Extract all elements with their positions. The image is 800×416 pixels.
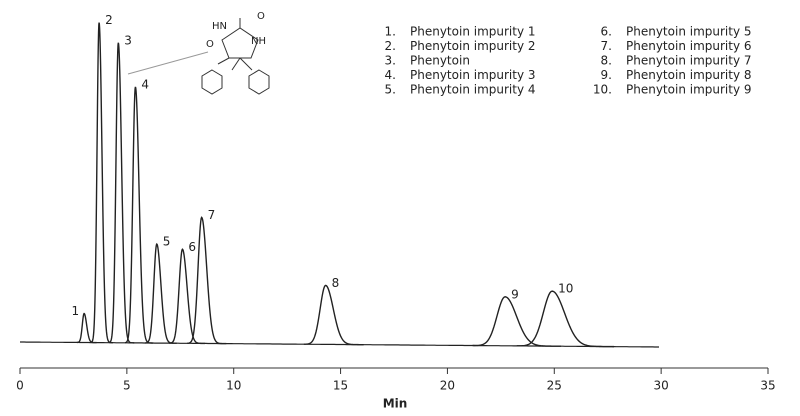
peak-label: 3 xyxy=(124,33,132,47)
peak xyxy=(76,312,97,344)
baseline xyxy=(20,341,659,348)
bond xyxy=(231,57,241,71)
peak-label: 6 xyxy=(188,240,196,254)
legend-name: Phenytoin impurity 7 xyxy=(626,54,752,68)
peak-label: 10 xyxy=(558,282,573,296)
peak-label: 4 xyxy=(141,77,149,91)
peak-label: 9 xyxy=(511,287,519,301)
structure xyxy=(127,18,270,95)
peak xyxy=(187,216,227,345)
legend-name: Phenytoin impurity 5 xyxy=(626,25,752,39)
legend-name: Phenytoin xyxy=(410,54,470,68)
leader-line xyxy=(127,51,209,75)
ring xyxy=(221,27,259,59)
peak xyxy=(303,284,364,346)
bond xyxy=(239,57,253,71)
x-tick-label: 25 xyxy=(547,379,562,393)
peak xyxy=(124,86,154,344)
atom-label: O xyxy=(257,11,265,22)
legend-name: Phenytoin impurity 9 xyxy=(626,83,752,97)
legend-name: Phenytoin impurity 2 xyxy=(410,39,536,53)
peak-label: 2 xyxy=(105,13,113,27)
legend-number: 7. xyxy=(601,39,612,53)
x-tick-label: 10 xyxy=(226,379,241,393)
legend-number: 5. xyxy=(385,83,396,97)
peak xyxy=(90,22,114,344)
peak-label: 5 xyxy=(163,235,171,249)
peak xyxy=(516,290,615,348)
peak xyxy=(472,296,562,347)
x-tick-label: 20 xyxy=(440,379,455,393)
legend-name: Phenytoin impurity 1 xyxy=(410,25,536,39)
peak xyxy=(145,242,177,344)
x-tick-label: 0 xyxy=(16,379,24,393)
legend-number: 4. xyxy=(385,68,396,82)
legend-number: 1. xyxy=(385,25,396,39)
legend-number: 9. xyxy=(601,68,612,82)
x-tick-label: 15 xyxy=(333,379,348,393)
peak xyxy=(108,42,135,344)
peak-label: 1 xyxy=(71,304,79,318)
peak-label: 8 xyxy=(332,276,340,290)
legend-number: 8. xyxy=(601,54,612,68)
legend-name: Phenytoin impurity 6 xyxy=(626,39,752,53)
atom-label: O xyxy=(206,39,214,50)
x-tick-label: 30 xyxy=(654,379,669,393)
legend-number: 2. xyxy=(385,39,396,53)
legend-name: Phenytoin impurity 8 xyxy=(626,68,752,82)
phenyl xyxy=(248,69,270,95)
legend-number: 10. xyxy=(593,83,612,97)
legend-name: Phenytoin impurity 4 xyxy=(410,83,536,97)
peak-label: 7 xyxy=(208,208,216,222)
atom-label: NH xyxy=(251,36,266,47)
x-tick-label: 35 xyxy=(760,379,775,393)
legend-number: 6. xyxy=(601,25,612,39)
x-tick-label: 5 xyxy=(123,379,131,393)
x-axis-label: Min xyxy=(383,397,408,411)
peak xyxy=(169,248,206,345)
legend-name: Phenytoin impurity 3 xyxy=(410,68,536,82)
bond xyxy=(217,57,230,65)
legend-number: 3. xyxy=(385,54,396,68)
phenyl xyxy=(201,69,223,95)
atom-label: HN xyxy=(212,21,227,32)
